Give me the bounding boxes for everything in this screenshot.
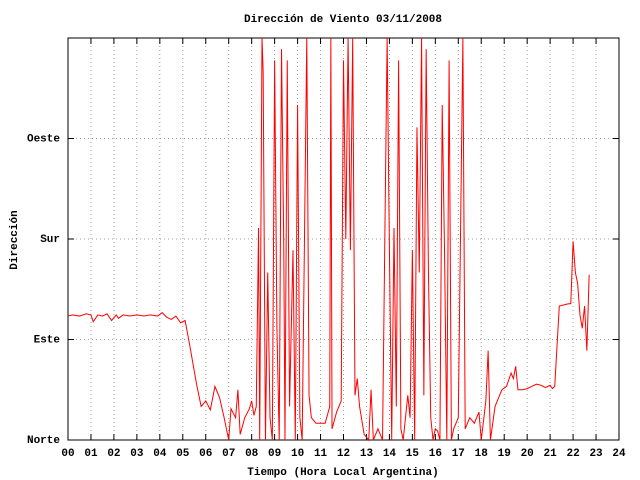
x-tick-label: 05 bbox=[176, 448, 190, 460]
y-tick-label: Sur bbox=[40, 234, 60, 246]
x-tick-label: 19 bbox=[498, 448, 511, 460]
x-tick-label: 16 bbox=[429, 448, 442, 460]
x-tick-label: 00 bbox=[61, 448, 74, 460]
y-tick-label: Oeste bbox=[27, 133, 60, 145]
y-axis-label: Dirección bbox=[9, 210, 21, 269]
x-tick-label: 24 bbox=[612, 448, 626, 460]
x-tick-label: 20 bbox=[521, 448, 534, 460]
x-tick-label: 22 bbox=[566, 448, 579, 460]
x-tick-label: 12 bbox=[337, 448, 350, 460]
chart-title: Dirección de Viento 03/11/2008 bbox=[244, 14, 442, 26]
x-tick-label: 09 bbox=[268, 448, 281, 460]
x-tick-label: 07 bbox=[222, 448, 235, 460]
x-tick-label: 10 bbox=[291, 448, 304, 460]
data-line bbox=[67, 37, 590, 442]
x-tick-label: 04 bbox=[153, 448, 167, 460]
x-tick-label: 02 bbox=[107, 448, 120, 460]
x-tick-label: 14 bbox=[383, 448, 397, 460]
x-tick-label: 13 bbox=[360, 448, 374, 460]
plot-border bbox=[67, 37, 620, 441]
x-tick-label: 23 bbox=[589, 448, 603, 460]
x-tick-label: 08 bbox=[245, 448, 259, 460]
x-tick-label: 17 bbox=[452, 448, 465, 460]
x-tick-label: 01 bbox=[84, 448, 98, 460]
x-tick-label: 15 bbox=[406, 448, 420, 460]
x-tick-label: 18 bbox=[475, 448, 489, 460]
x-tick-label: 21 bbox=[544, 448, 558, 460]
x-tick-label: 06 bbox=[199, 448, 212, 460]
y-tick-label: Este bbox=[34, 334, 61, 346]
x-tick-label: 11 bbox=[314, 448, 328, 460]
y-tick-label: Norte bbox=[27, 435, 60, 447]
x-axis-label: Tiempo (Hora Local Argentina) bbox=[247, 467, 438, 479]
x-tick-label: 03 bbox=[130, 448, 144, 460]
